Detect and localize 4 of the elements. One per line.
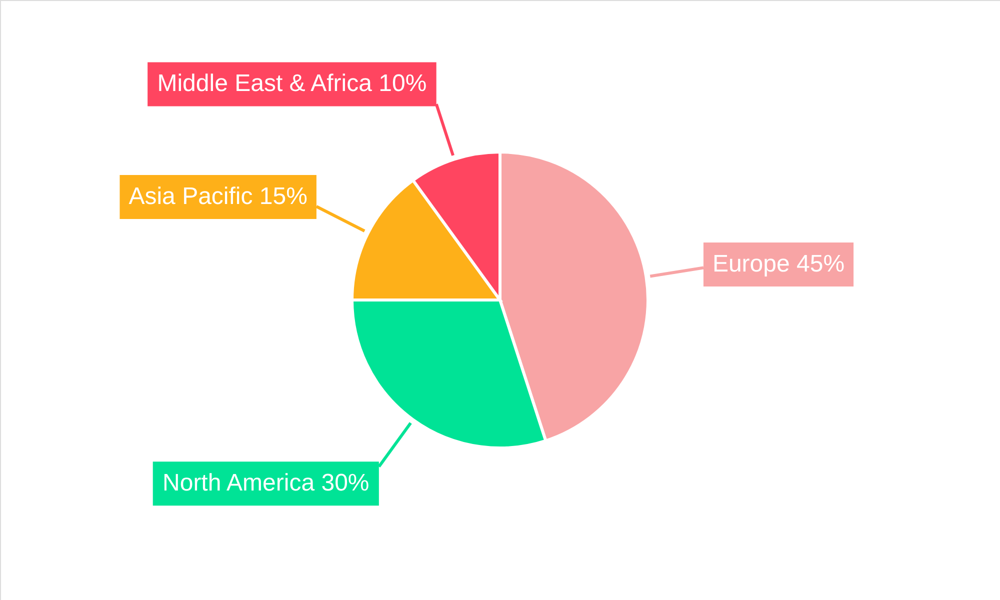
slice-label: Europe 45% [712,250,845,278]
slice-label: North America 30% [162,470,370,497]
slice-label: Asia Pacific 15% [128,182,308,210]
slice-label: Middle East & Africa 10% [157,70,427,98]
